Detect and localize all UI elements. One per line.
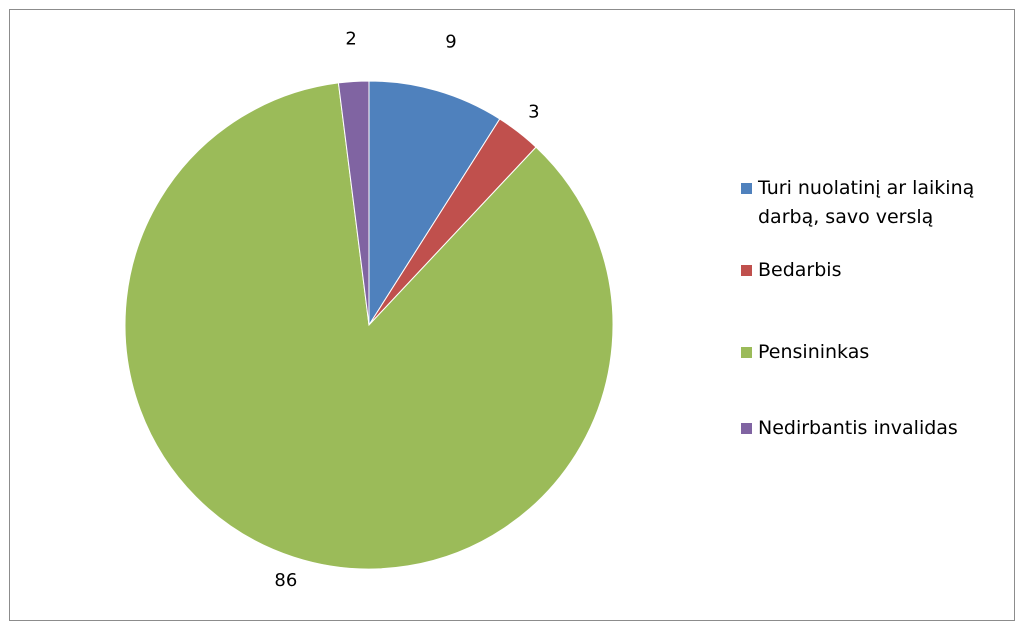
legend-swatch-unemployed: [741, 265, 752, 276]
legend-label: Nedirbantis invalidas: [758, 417, 958, 439]
legend-swatch-disabled: [741, 423, 752, 434]
data-label-employed: 9: [445, 32, 456, 53]
legend-item-unemployed: Bedarbis: [741, 256, 1008, 285]
pie-data-labels: 9 3 86 2: [274, 29, 539, 591]
legend-item-employed: Turi nuolatinį ar laikiną darbą, savo ve…: [741, 174, 1008, 232]
data-label-pensioner: 86: [274, 570, 297, 591]
legend-label: Turi nuolatinį ar laikiną darbą, savo ve…: [758, 177, 975, 228]
pie-slice-disabled: [337, 80, 370, 326]
legend-swatch-pensioner: [741, 347, 752, 358]
pie-slice-employed: [368, 80, 501, 327]
legend-swatch-employed: [741, 183, 752, 194]
pie-slice-pensioner: [124, 82, 614, 570]
pie-slices: [124, 80, 614, 570]
legend-label: Bedarbis: [758, 259, 842, 281]
legend-item-disabled: Nedirbantis invalidas: [741, 414, 1008, 443]
data-label-disabled: 2: [345, 29, 356, 50]
legend-item-pensioner: Pensininkas: [741, 338, 1008, 367]
legend-label: Pensininkas: [758, 341, 870, 363]
data-label-unemployed: 3: [528, 101, 539, 122]
